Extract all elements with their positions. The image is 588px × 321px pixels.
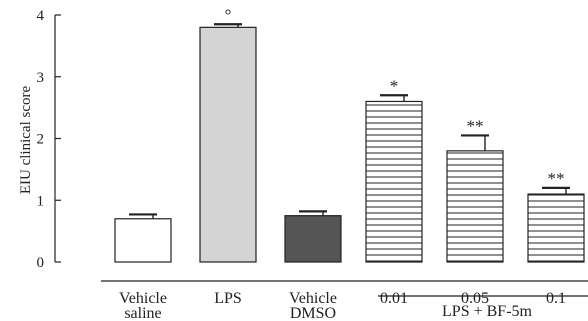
- bar: [365, 100, 423, 263]
- significance-mark: *: [390, 76, 399, 95]
- significance-mark: **: [467, 116, 484, 135]
- significance-mark: °: [225, 5, 232, 24]
- x-category-label-line2: DMSO: [290, 305, 336, 321]
- y-axis-label: EIU clinical score: [18, 86, 34, 195]
- x-category-label: Vehicle: [289, 290, 337, 307]
- x-category-label: 0.05: [461, 290, 489, 307]
- y-tick-label: 4: [37, 8, 45, 24]
- y-tick-label: 3: [37, 70, 45, 86]
- bar: [527, 193, 585, 263]
- bar: [199, 26, 257, 263]
- y-tick-label: 1: [37, 193, 45, 209]
- group-label: LPS + BF-5m: [442, 303, 532, 320]
- x-category-label: Vehicle: [119, 290, 167, 307]
- x-category-label: 0.01: [380, 290, 408, 307]
- y-tick-label: 0: [37, 255, 45, 271]
- x-category-label: 0.1: [546, 290, 566, 307]
- bar: [284, 215, 342, 263]
- bar: [114, 218, 172, 263]
- y-tick-label: 2: [37, 132, 45, 148]
- x-category-label-line2: saline: [124, 305, 161, 321]
- significance-mark: **: [548, 169, 565, 188]
- bar: [446, 150, 504, 263]
- x-category-label: LPS: [214, 290, 242, 307]
